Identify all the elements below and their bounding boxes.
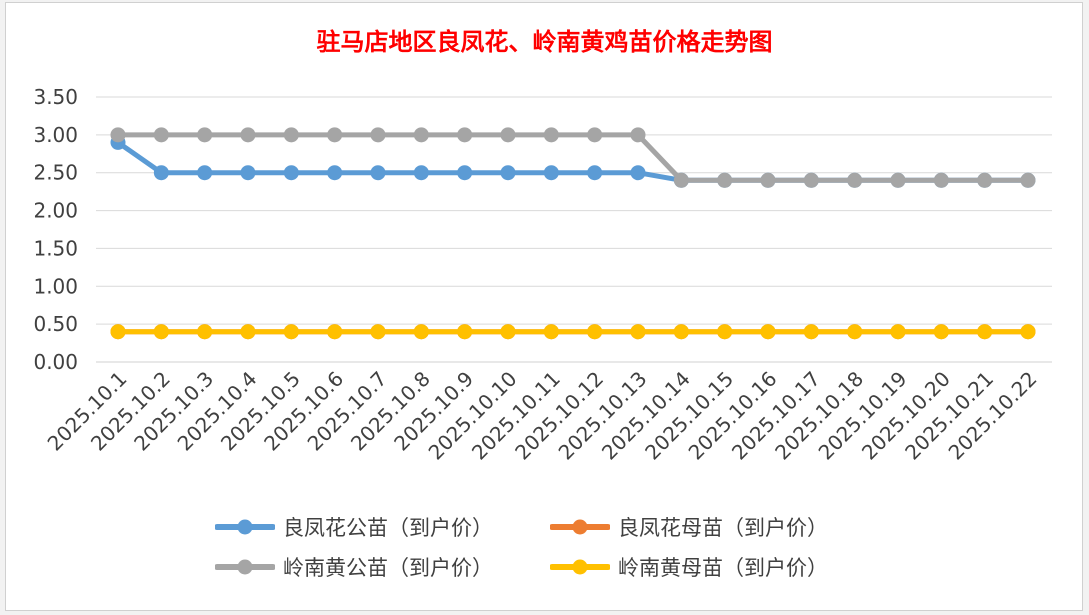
series-3-point-3 (240, 324, 256, 340)
ytick-label-6: 3.00 (33, 123, 78, 147)
series-2-point-4 (283, 127, 299, 143)
series-2-point-7 (413, 127, 429, 143)
series-2-point-6 (370, 127, 386, 143)
series-3-point-7 (413, 324, 429, 340)
ytick-label-0: 0.00 (33, 350, 78, 374)
legend-item-0: 良凤花公苗（到户价） (215, 512, 550, 542)
series-0-point-1 (153, 165, 169, 181)
series-3-point-15 (760, 324, 776, 340)
ytick-label-1: 0.50 (33, 312, 78, 336)
series-3-point-9 (500, 324, 516, 340)
series-3-point-16 (803, 324, 819, 340)
series-0-point-8 (457, 165, 473, 181)
legend-swatch-1 (550, 519, 610, 535)
series-0-point-3 (240, 165, 256, 181)
legend-swatch-2 (215, 559, 275, 575)
series-2-point-10 (543, 127, 559, 143)
chart-legend: 良凤花公苗（到户价） 良凤花母苗（到户价） 岭南黄公苗（到户价） 岭南黄母苗（到… (215, 512, 895, 582)
series-2-point-9 (500, 127, 516, 143)
series-3-point-11 (587, 324, 603, 340)
series-0-point-4 (283, 165, 299, 181)
series-2-point-2 (197, 127, 213, 143)
ytick-label-5: 2.50 (33, 161, 78, 185)
series-0-point-11 (587, 165, 603, 181)
ytick-label-7: 3.50 (33, 85, 78, 109)
chart-area (5, 2, 1083, 611)
legend-label-1: 良凤花母苗（到户价） (618, 516, 828, 540)
legend-item-2: 岭南黄公苗（到户价） (215, 552, 550, 582)
legend-label-2: 岭南黄公苗（到户价） (283, 556, 493, 580)
series-0-point-2 (197, 165, 213, 181)
ytick-label-3: 1.50 (33, 236, 78, 260)
series-0-point-9 (500, 165, 516, 181)
series-2-point-19 (933, 172, 949, 188)
series-2-point-13 (673, 172, 689, 188)
series-3-point-8 (457, 324, 473, 340)
series-3-point-12 (630, 324, 646, 340)
series-0-point-12 (630, 165, 646, 181)
ytick-label-4: 2.00 (33, 199, 78, 223)
legend-item-1: 良凤花母苗（到户价） (550, 512, 885, 542)
series-3-point-1 (153, 324, 169, 340)
series-2 (110, 127, 1036, 188)
series-2-point-16 (803, 172, 819, 188)
series-2-point-15 (760, 172, 776, 188)
series-3-point-14 (717, 324, 733, 340)
series-2-point-3 (240, 127, 256, 143)
series-3-point-2 (197, 324, 213, 340)
series-3-point-20 (977, 324, 993, 340)
series-2-point-0 (110, 127, 126, 143)
series-3-point-19 (933, 324, 949, 340)
series-2-point-12 (630, 127, 646, 143)
legend-swatch-0 (215, 519, 275, 535)
series-2-point-1 (153, 127, 169, 143)
series-3-point-21 (1020, 324, 1036, 340)
series-2-point-20 (977, 172, 993, 188)
series-0-point-7 (413, 165, 429, 181)
series-line-2 (115, 132, 1031, 183)
series-3-point-13 (673, 324, 689, 340)
series-3-point-4 (283, 324, 299, 340)
series-0-point-6 (370, 165, 386, 181)
series-0-point-5 (327, 165, 343, 181)
series-2-point-11 (587, 127, 603, 143)
legend-item-3: 岭南黄母苗（到户价） (550, 552, 885, 582)
legend-swatch-3 (550, 559, 610, 575)
series-2-point-8 (457, 127, 473, 143)
series-2-point-17 (847, 172, 863, 188)
series-2-point-5 (327, 127, 343, 143)
series-3-point-6 (370, 324, 386, 340)
series-3-point-17 (847, 324, 863, 340)
series-2-point-21 (1020, 172, 1036, 188)
ytick-label-2: 1.00 (33, 274, 78, 298)
chart-title: 驻马店地区良凤花、岭南黄鸡苗价格走势图 (316, 27, 773, 56)
series-3-point-18 (890, 324, 906, 340)
series-2-point-14 (717, 172, 733, 188)
legend-label-0: 良凤花公苗（到户价） (283, 516, 493, 540)
series-3-point-5 (327, 324, 343, 340)
series-0-point-10 (543, 165, 559, 181)
legend-label-3: 岭南黄母苗（到户价） (618, 556, 828, 580)
series-2-point-18 (890, 172, 906, 188)
series-3 (110, 324, 1036, 340)
series-3-point-10 (543, 324, 559, 340)
series-3-point-0 (110, 324, 126, 340)
